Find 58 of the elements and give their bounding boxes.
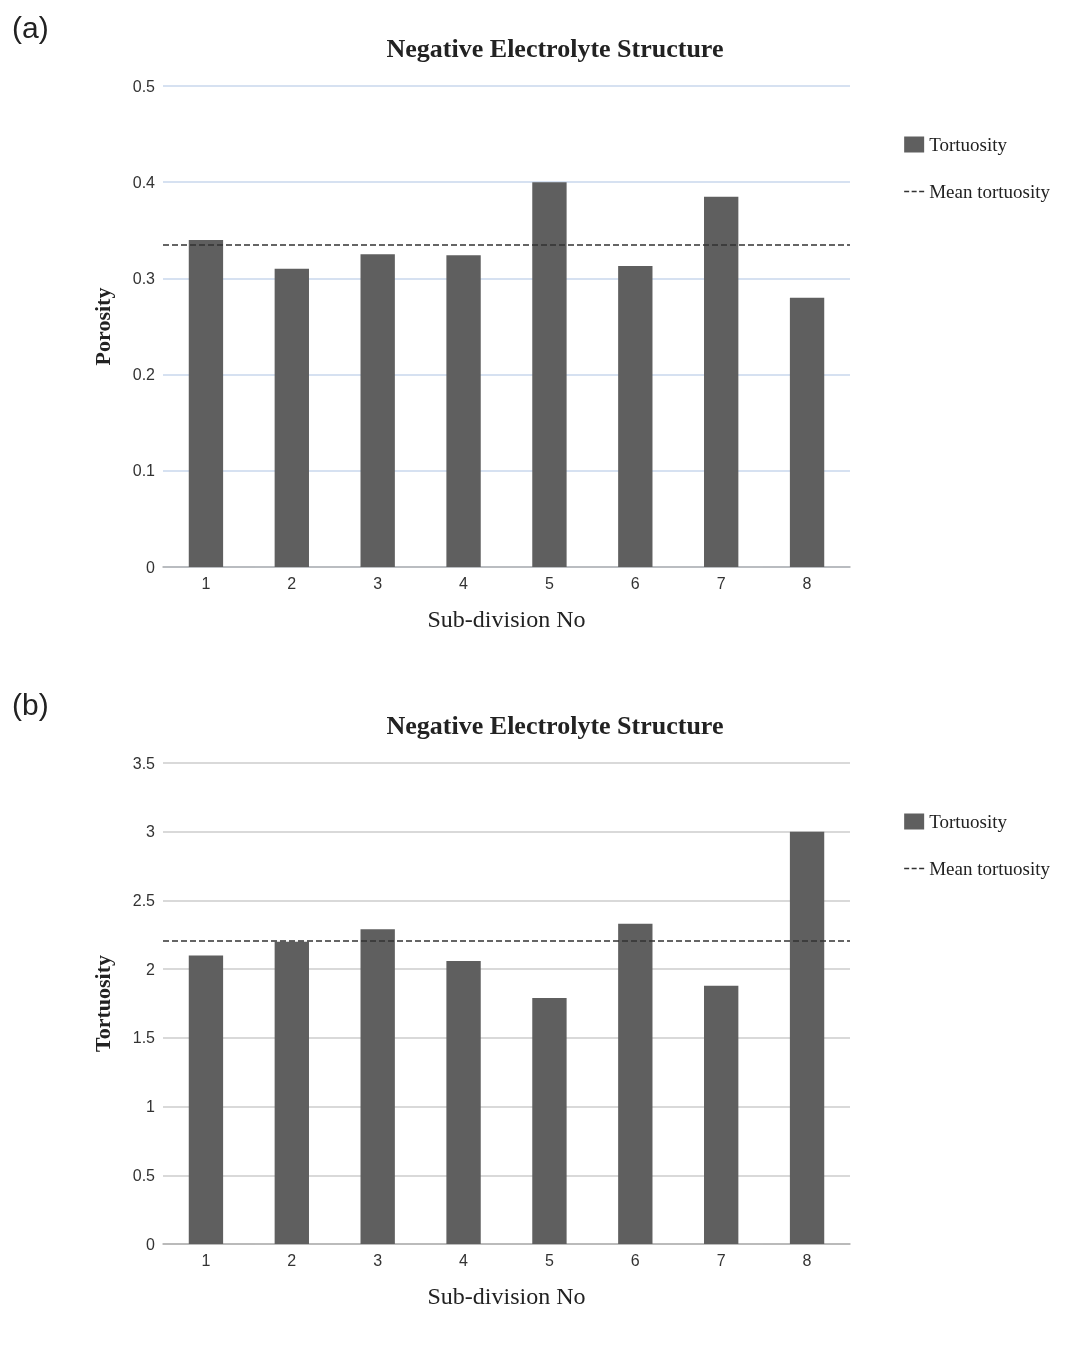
x-tick-label: 6 xyxy=(630,1251,640,1269)
bar xyxy=(618,923,653,1244)
y-tick-label: 1 xyxy=(146,1098,156,1116)
x-tick-label: 2 xyxy=(287,574,297,592)
text: (a) xyxy=(12,10,49,44)
legend-label: Mean tortuosity xyxy=(929,858,1051,879)
bar xyxy=(274,268,309,567)
y-axis-title: Tortuosity xyxy=(89,955,115,1052)
x-tick-label: 3 xyxy=(373,1251,383,1269)
x-axis-title: Sub-division No xyxy=(427,606,586,632)
bar xyxy=(446,255,481,567)
y-tick-label: 0.3 xyxy=(132,269,156,287)
bar xyxy=(188,955,224,1244)
y-tick-label: 0.4 xyxy=(132,173,156,191)
bar xyxy=(274,941,309,1244)
y-tick-label: 3.5 xyxy=(132,754,156,772)
bar xyxy=(188,239,224,567)
bar xyxy=(532,182,567,567)
x-tick-label: 1 xyxy=(201,574,211,592)
bar xyxy=(532,998,567,1244)
x-tick-label: 3 xyxy=(373,574,383,592)
y-tick-label: 2.5 xyxy=(132,891,156,909)
y-axis-title: Porosity xyxy=(89,287,115,366)
x-tick-label: 5 xyxy=(544,1251,554,1269)
bar xyxy=(618,265,653,567)
x-tick-label: 2 xyxy=(287,1251,297,1269)
bar xyxy=(446,960,481,1244)
y-tick-label: 0.5 xyxy=(132,77,156,95)
x-tick-label: 5 xyxy=(544,574,554,592)
legend-label: Tortuosity xyxy=(929,811,1008,832)
bar xyxy=(704,985,739,1244)
y-tick-label: 3 xyxy=(146,823,156,841)
legend-label: Tortuosity xyxy=(929,134,1008,155)
x-tick-label: 7 xyxy=(716,1251,726,1269)
y-tick-label: 0.5 xyxy=(132,1166,156,1184)
x-tick-label: 8 xyxy=(802,574,812,592)
bar xyxy=(789,831,825,1244)
x-tick-label: 4 xyxy=(459,1251,469,1269)
y-tick-label: 0.2 xyxy=(132,366,156,384)
y-tick-label: 0.1 xyxy=(132,462,156,480)
bar xyxy=(360,254,395,567)
x-tick-label: 1 xyxy=(201,1251,211,1269)
x-tick-label: 6 xyxy=(630,574,640,592)
x-tick-label: 8 xyxy=(802,1251,812,1269)
y-tick-label: 0 xyxy=(146,558,156,576)
bar xyxy=(704,196,739,567)
legend-label: Mean tortuosity xyxy=(929,181,1051,202)
x-tick-label: 7 xyxy=(716,574,726,592)
x-tick-label: 4 xyxy=(459,574,469,592)
y-tick-label: 0 xyxy=(146,1235,156,1253)
chart-title: Negative Electrolyte Structure xyxy=(386,33,724,63)
bar xyxy=(789,297,825,567)
chart-title: Negative Electrolyte Structure xyxy=(386,710,724,740)
y-tick-label: 2 xyxy=(146,960,156,978)
x-axis-title: Sub-division No xyxy=(427,1283,586,1309)
bar xyxy=(360,929,395,1244)
y-tick-label: 1.5 xyxy=(132,1029,156,1047)
text: (b) xyxy=(12,687,49,721)
